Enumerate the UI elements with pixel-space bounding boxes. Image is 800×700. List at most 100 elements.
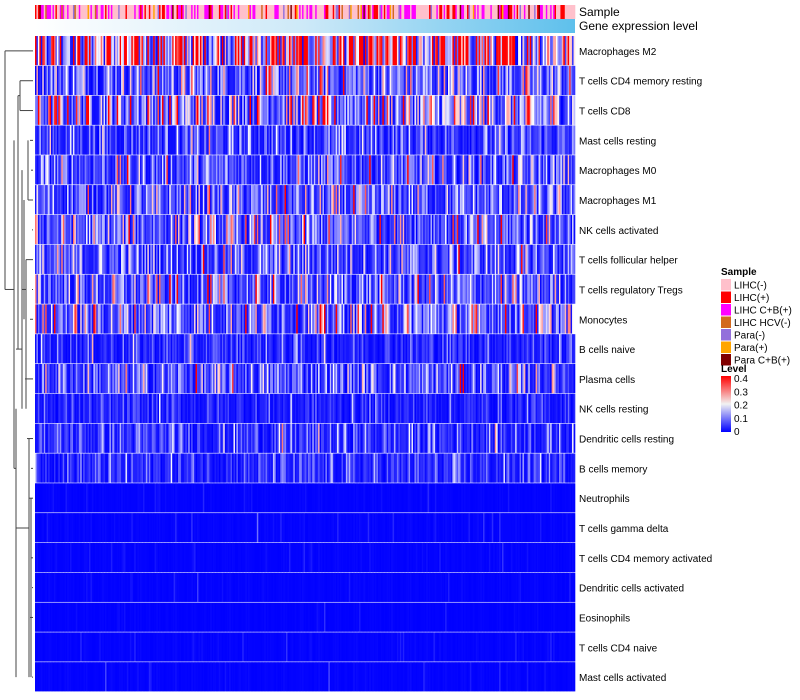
heatmap-cell [509,36,512,66]
heatmap-cell [259,274,262,304]
heatmap-cell [471,334,474,364]
heatmap-cell [332,155,335,185]
heatmap-cell [396,125,399,155]
heatmap-cell [91,125,94,155]
heatmap-cell [144,364,147,394]
heatmap-cell [354,185,357,215]
heatmap-cell [258,155,261,185]
heatmap-cell [354,334,357,364]
heatmap-cell [78,274,81,304]
heatmap-cell [321,125,323,155]
heatmap-cell [137,214,139,245]
heatmap-cell [52,393,55,424]
heatmap-cell [373,304,376,334]
heatmap-cell [364,244,367,274]
heatmap-cell [450,95,453,125]
heatmap-cell [97,274,100,304]
heatmap-cell [306,304,309,334]
heatmap-cell [135,65,138,96]
heatmap-cell [121,36,123,66]
heatmap-cell [65,304,68,334]
heatmap-cell [572,36,574,66]
heatmap-cell [96,304,99,334]
heatmap-cell [500,274,503,304]
heatmap-cell [253,393,256,424]
heatmap-cell [420,125,423,155]
heatmap-cell [572,125,574,155]
heatmap-cell [143,274,145,304]
heatmap-cell [345,155,348,185]
heatmap-cell [386,274,389,304]
heatmap-cell [329,274,332,304]
heatmap-cell [359,274,361,304]
heatmap-cell [256,274,259,304]
heatmap-cell [313,155,316,185]
heatmap-cell [455,65,458,96]
sample-cell [431,5,434,19]
heatmap-cell [132,274,135,304]
heatmap-cell [538,95,541,125]
heatmap-cell [424,214,427,245]
heatmap-cell [287,185,290,215]
sample-cell [411,5,414,19]
sample-cell [347,5,350,19]
heatmap-cell [474,65,477,96]
heatmap-cell [290,65,293,96]
heatmap-cell [478,334,481,364]
heatmap-cell [268,244,271,274]
heatmap-cell [350,274,353,304]
heatmap-cell [207,244,209,274]
heatmap-cell [394,214,396,245]
heatmap-cell [439,65,442,96]
heatmap-cell [51,125,53,155]
sample-cell [191,5,193,19]
heatmap-cell [499,304,501,334]
heatmap-cell [284,95,287,125]
heatmap-cell [319,274,322,304]
heatmap-cell [56,155,59,185]
heatmap-cell [364,185,367,215]
heatmap-cell [455,334,458,364]
heatmap-cell [340,364,342,394]
heatmap-cell [45,304,47,334]
heatmap-cell [126,36,129,66]
heatmap-cell [100,95,103,125]
heatmap-cell [148,364,151,394]
sample-cell [480,5,482,19]
heatmap-cell [94,304,97,334]
sample-cell [383,5,386,19]
heatmap-cell [417,125,420,155]
sample-cell [443,5,446,19]
heatmap-cell [280,185,282,215]
heatmap-cell [319,244,322,274]
heatmap-cell [402,65,405,96]
heatmap-cell [144,155,147,185]
heatmap-cell [242,274,245,304]
heatmap-cell [116,244,119,274]
heatmap-cell [518,244,520,274]
heatmap-cell [178,65,180,96]
heatmap-cell [148,125,151,155]
heatmap-cell [138,185,141,215]
heatmap-cell [491,95,494,125]
sample-cell [345,5,348,19]
heatmap-cell [475,65,478,96]
heatmap-cell [84,214,87,245]
heatmap-cell [265,125,268,155]
heatmap-cell [383,95,386,125]
heatmap-cell [497,214,500,245]
heatmap-cell [246,36,249,66]
heatmap-cell [456,214,459,245]
sample-cell [322,5,325,19]
heatmap-cell [246,304,249,334]
heatmap-cell [523,185,526,215]
heatmap-cell [418,125,421,155]
heatmap-cell [83,393,85,424]
heatmap-cell [485,274,488,304]
heatmap-cell [468,36,471,66]
heatmap-cell [150,155,153,185]
heatmap-cell [218,304,221,334]
heatmap-cell [116,125,119,155]
heatmap-cell [512,95,515,125]
sample-cell [87,5,90,19]
